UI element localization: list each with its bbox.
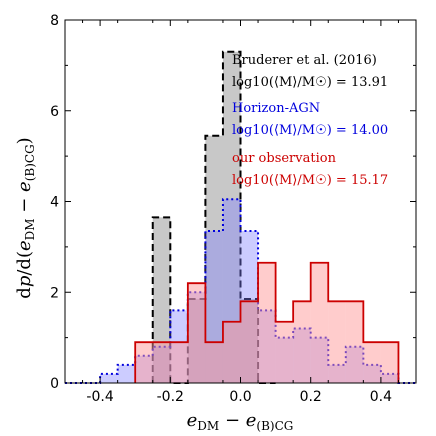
bar-our-observation-3 — [187, 283, 206, 383]
legend-bruderer-title: Bruderer et al. (2016) — [232, 53, 377, 68]
y-tick-label: 6 — [50, 104, 59, 120]
bar-bruderer-et-al-2016-3 — [205, 135, 223, 383]
outline-bruderer-et-al-2016 — [151, 50, 276, 384]
x-axis-label: eDM − e(B)CG — [187, 410, 294, 433]
bar-bruderer-et-al-2016-4 — [222, 51, 241, 383]
y-tick-label: 4 — [50, 195, 59, 211]
y-tick-label: 8 — [50, 13, 59, 29]
x-tick-label: -0.4 — [86, 389, 113, 405]
bar-our-observation-7 — [258, 262, 276, 383]
bar-our-observation-6 — [240, 301, 259, 383]
legend-horizon-mass: log10(⟨M⟩/M☉) = 14.00 — [232, 123, 388, 138]
bar-our-observation-10 — [310, 262, 329, 383]
bar-our-observation-0 — [135, 342, 153, 383]
legend: Bruderer et al. (2016) log10(⟨M⟩/M☉) = 1… — [232, 53, 388, 188]
x-tick-label: 0.0 — [229, 389, 251, 405]
bar-horizon-agn-2 — [117, 364, 136, 383]
x-tick-label: 0.2 — [300, 389, 322, 405]
bar-our-observation-11 — [328, 301, 346, 383]
legend-horizon-title: Horizon-AGN — [232, 101, 320, 116]
legend-observation-title: our observation — [232, 151, 337, 166]
series-our-observation — [134, 261, 400, 383]
x-tick-label: -0.2 — [157, 389, 184, 405]
bar-our-observation-1 — [152, 342, 171, 383]
legend-bruderer-mass: log10(⟨M⟩/M☉) = 13.91 — [232, 75, 388, 90]
axis-ticks: -0.4 -0.2 0.0 0.2 0.4 0 2 4 6 8 — [50, 13, 416, 405]
bar-our-observation-2 — [170, 342, 188, 383]
bar-our-observation-14 — [380, 342, 399, 383]
bar-our-observation-4 — [205, 342, 223, 383]
y-tick-label: 0 — [50, 376, 59, 392]
bar-our-observation-13 — [363, 342, 381, 383]
outline-our-observation — [134, 261, 400, 383]
x-tick-label: 0.4 — [370, 389, 392, 405]
legend-observation-mass: log10(⟨M⟩/M☉) = 15.17 — [232, 173, 388, 188]
bar-our-observation-12 — [345, 301, 364, 383]
y-axis-label: dp/d(eDM − e(B)CG) — [14, 137, 37, 298]
histogram-bars — [65, 50, 416, 384]
y-tick-label: 2 — [50, 285, 59, 301]
bar-horizon-agn-1 — [100, 373, 118, 383]
bar-our-observation-5 — [222, 321, 241, 383]
bar-our-observation-8 — [275, 321, 294, 383]
bar-our-observation-9 — [293, 301, 311, 383]
